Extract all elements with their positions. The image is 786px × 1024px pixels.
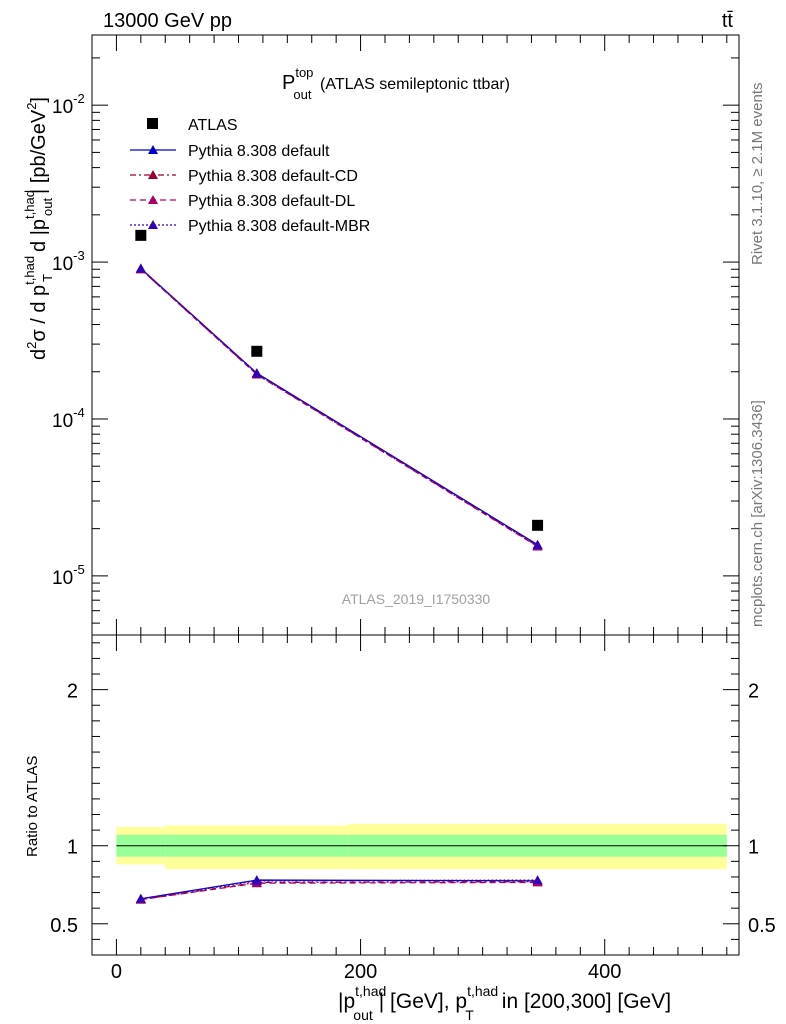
ratio-point-mbr xyxy=(135,893,146,903)
x-tick-label: 200 xyxy=(344,961,377,983)
y-tick-label: 10-2 xyxy=(52,91,85,118)
legend-marker-mbr xyxy=(148,220,158,229)
y-tick-label: 10-4 xyxy=(52,405,85,432)
legend-marker-atlas xyxy=(147,118,158,129)
ratio-tick-label-right: 0.5 xyxy=(748,915,776,937)
legend-label-cd: Pythia 8.308 default-CD xyxy=(188,168,358,185)
y-tick-label: 10-5 xyxy=(52,562,85,589)
ratio-axis-ticks: 0.5 0.5 1 1 2 2 xyxy=(50,635,776,955)
ratio-lines xyxy=(135,875,543,904)
legend-label-dl: Pythia 8.308 default-DL xyxy=(188,193,355,210)
legend: ATLAS Pythia 8.308 default Pythia 8.308 d… xyxy=(130,117,370,235)
ratio-point-mbr xyxy=(532,875,543,885)
legend-marker-cd xyxy=(148,170,158,179)
x-tick-label: 0 xyxy=(111,961,122,983)
series-line-mbr xyxy=(140,268,538,546)
legend-label-default: Pythia 8.308 default xyxy=(188,143,330,160)
x-tick-label: 400 xyxy=(588,961,621,983)
mcplots-label: mcplots.cern.ch [arXiv:1306.3436] xyxy=(749,400,766,627)
analysis-watermark: ATLAS_2019_I1750330 xyxy=(342,591,491,607)
mc-lines xyxy=(135,263,543,551)
energy-label: 13000 GeV pp xyxy=(103,10,232,32)
ratio-plot: 0.5 0.5 1 1 2 2 Ratio to ATLAS xyxy=(24,634,776,956)
main-y-tick-labels: 10-5 10-4 10-3 10-2 xyxy=(52,91,85,589)
data-points xyxy=(135,229,544,531)
data-point xyxy=(251,345,263,357)
data-point xyxy=(532,519,544,531)
legend-marker-default xyxy=(148,145,158,154)
legend-marker-dl xyxy=(148,195,158,204)
plot-subtitle: (ATLAS semileptonic ttbar) xyxy=(320,76,510,93)
series-point-mbr xyxy=(251,368,262,378)
ratio-point-mbr xyxy=(251,875,262,885)
series-line-dl xyxy=(140,268,538,548)
ratio-line-dl xyxy=(140,881,538,901)
legend-label-atlas: ATLAS xyxy=(188,117,238,134)
series-point-mbr xyxy=(532,540,543,550)
ratio-tick-label-right: 2 xyxy=(748,681,759,703)
ratio-line-mbr xyxy=(140,879,538,900)
main-plot: 10-5 10-4 10-3 10-2 Ptop out (ATLAS semilept… xyxy=(22,34,740,636)
ratio-tick-label-left: 1 xyxy=(67,837,78,859)
ratio-tick-label-right: 1 xyxy=(748,837,759,859)
plot-title: Ptop out xyxy=(282,65,313,102)
ratio-tick-label-left: 0.5 xyxy=(50,915,78,937)
data-point xyxy=(135,229,147,241)
ratio-plot-frame xyxy=(91,634,740,956)
process-label: tt̄ xyxy=(722,10,734,32)
y-axis-label: d2σ / d pt,had Td |pt,had out| [pb/GeV2] xyxy=(22,97,55,360)
y-tick-label: 10-3 xyxy=(52,248,85,275)
legend-label-mbr: Pythia 8.308 default-MBR xyxy=(188,218,370,235)
series-line-default xyxy=(140,268,538,546)
x-tick-labels: 0 200 400 xyxy=(111,961,622,983)
ratio-tick-label-left: 2 xyxy=(67,681,78,703)
x-axis-label: |pt,had out| [GeV], pt,had Tin [200,300] [… xyxy=(338,983,671,1023)
series-line-cd xyxy=(140,268,538,547)
series-point-mbr xyxy=(135,263,146,273)
rivet-label: Rivet 3.1.10, ≥ 2.1M events xyxy=(749,83,766,266)
main-axis-ticks xyxy=(91,35,739,635)
ratio-uncertainty-band xyxy=(116,823,727,870)
ratio-axis-label: Ratio to ATLAS xyxy=(24,756,41,857)
